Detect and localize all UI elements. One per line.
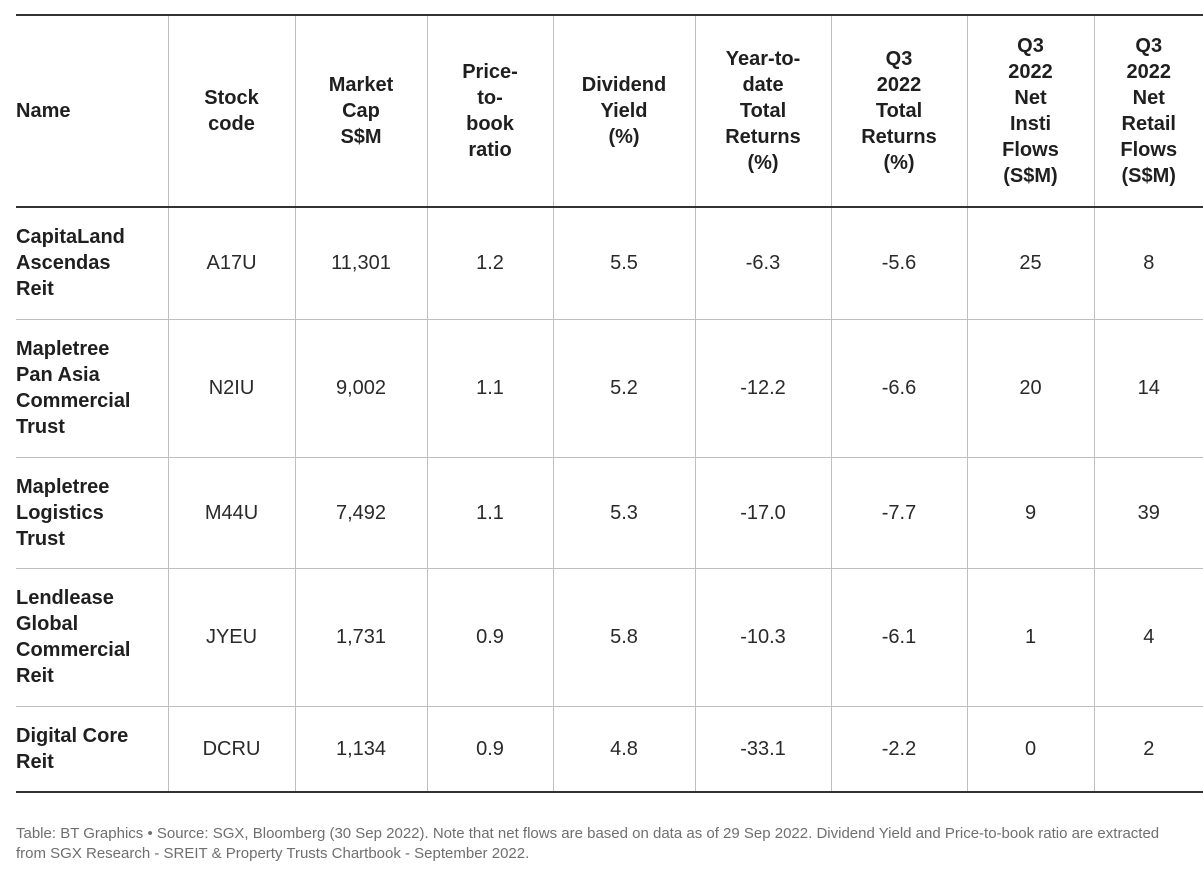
cell-q3-insti-flows: 20	[966, 319, 1094, 457]
cell-q3-total-returns: -7.7	[830, 457, 967, 568]
header-price-to-book: Price- to- book ratio	[426, 15, 553, 207]
header-row: Name Stock code Market Cap S$M Price- to…	[16, 15, 1203, 207]
table-row: Digital Core Reit DCRU 1,134 0.9 4.8 -33…	[16, 706, 1203, 792]
reit-table: Name Stock code Market Cap S$M Price- to…	[16, 14, 1203, 793]
table-body: CapitaLand Ascendas Reit A17U 11,301 1.2…	[16, 207, 1203, 792]
cell-dividend-yield: 5.5	[552, 207, 695, 319]
cell-q3-retail-flows: 8	[1093, 207, 1203, 319]
cell-ytd-returns: -17.0	[694, 457, 831, 568]
cell-market-cap: 1,731	[294, 568, 427, 706]
cell-q3-total-returns: -6.6	[830, 319, 967, 457]
cell-market-cap: 7,492	[294, 457, 427, 568]
cell-dividend-yield: 5.2	[552, 319, 695, 457]
cell-name: Lendlease Global Commercial Reit	[16, 587, 131, 687]
cell-dividend-yield: 5.8	[552, 568, 695, 706]
cell-ytd-returns: -33.1	[694, 706, 831, 792]
cell-q3-retail-flows: 14	[1093, 319, 1203, 457]
cell-q3-insti-flows: 1	[966, 568, 1094, 706]
cell-name: Mapletree Logistics Trust	[16, 475, 110, 550]
cell-stock-code: JYEU	[167, 568, 295, 706]
cell-market-cap: 1,134	[294, 706, 427, 792]
cell-name: Digital Core Reit	[16, 724, 129, 773]
cell-price-to-book: 1.2	[426, 207, 553, 319]
header-stock-code: Stock code	[167, 15, 295, 207]
cell-q3-insti-flows: 25	[966, 207, 1094, 319]
table-row: CapitaLand Ascendas Reit A17U 11,301 1.2…	[16, 207, 1203, 319]
cell-market-cap: 11,301	[294, 207, 427, 319]
cell-stock-code: N2IU	[167, 319, 295, 457]
cell-q3-retail-flows: 39	[1093, 457, 1203, 568]
cell-price-to-book: 0.9	[426, 706, 553, 792]
cell-ytd-returns: -12.2	[694, 319, 831, 457]
cell-q3-total-returns: -6.1	[830, 568, 967, 706]
cell-q3-insti-flows: 9	[966, 457, 1094, 568]
header-q3-retail-flows: Q3 2022 Net Retail Flows (S$M)	[1093, 15, 1203, 207]
table-header: Name Stock code Market Cap S$M Price- to…	[16, 15, 1203, 207]
cell-dividend-yield: 4.8	[552, 706, 695, 792]
table-row: Mapletree Logistics Trust M44U 7,492 1.1…	[16, 457, 1203, 568]
header-market-cap: Market Cap S$M	[294, 15, 427, 207]
table-row: Lendlease Global Commercial Reit JYEU 1,…	[16, 568, 1203, 706]
cell-q3-insti-flows: 0	[966, 706, 1094, 792]
cell-q3-retail-flows: 2	[1093, 706, 1203, 792]
source-note: Table: BT Graphics • Source: SGX, Bloomb…	[16, 825, 1160, 862]
header-name: Name	[16, 100, 71, 122]
cell-q3-total-returns: -2.2	[830, 706, 967, 792]
cell-dividend-yield: 5.3	[552, 457, 695, 568]
table-row: Mapletree Pan Asia Commercial Trust N2IU…	[16, 319, 1203, 457]
cell-stock-code: DCRU	[167, 706, 295, 792]
reit-table-container: Name Stock code Market Cap S$M Price- to…	[16, 14, 1203, 793]
cell-price-to-book: 0.9	[426, 568, 553, 706]
cell-q3-retail-flows: 4	[1093, 568, 1203, 706]
cell-q3-total-returns: -5.6	[830, 207, 967, 319]
header-q3-insti-flows: Q3 2022 Net Insti Flows (S$M)	[966, 15, 1094, 207]
header-ytd-returns: Year-to- date Total Returns (%)	[694, 15, 831, 207]
cell-ytd-returns: -6.3	[694, 207, 831, 319]
cell-price-to-book: 1.1	[426, 319, 553, 457]
cell-ytd-returns: -10.3	[694, 568, 831, 706]
cell-name: CapitaLand Ascendas Reit	[16, 226, 125, 301]
header-dividend-yield: Dividend Yield (%)	[552, 15, 695, 207]
header-q3-total-returns: Q3 2022 Total Returns (%)	[830, 15, 967, 207]
cell-stock-code: A17U	[167, 207, 295, 319]
cell-stock-code: M44U	[167, 457, 295, 568]
cell-name: Mapletree Pan Asia Commercial Trust	[16, 338, 131, 438]
cell-market-cap: 9,002	[294, 319, 427, 457]
cell-price-to-book: 1.1	[426, 457, 553, 568]
